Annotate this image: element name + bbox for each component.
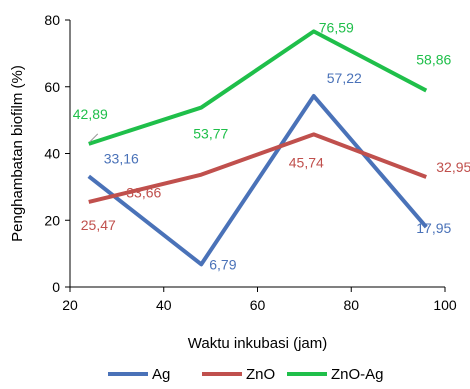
data-label-zno: 32,95 (436, 159, 470, 175)
data-label-ag: 57,22 (327, 70, 362, 86)
legend: Ag ZnO ZnO-Ag (108, 366, 384, 383)
data-label-ag: 6,79 (209, 256, 236, 272)
x-tick-label: 80 (343, 297, 359, 313)
series-line-zno-ag (88, 29, 428, 146)
y-tick-label: 40 (44, 146, 60, 162)
label-leader-line (89, 133, 99, 143)
series-lines (87, 29, 428, 267)
series-line-zno (88, 132, 427, 204)
data-label-zno-ag: 53,77 (193, 126, 228, 142)
y-tick-label: 20 (44, 212, 60, 228)
y-tick-label: 80 (44, 12, 60, 28)
data-label-ag: 17,95 (416, 220, 451, 236)
legend-label-zno-ag: ZnO-Ag (331, 366, 384, 383)
data-label-zno: 33,66 (126, 185, 161, 201)
data-labels: 33,16 6,79 57,22 17,95 25,47 33,66 45,74 32,95 4… (73, 19, 470, 272)
data-label-zno: 25,47 (81, 217, 116, 233)
x-axis-title: Waktu inkubasi (jam) (188, 335, 327, 352)
x-tick-label: 40 (156, 297, 172, 313)
series-line-ag (87, 94, 428, 267)
y-axis-title: Penghambatan biofilm (%) (9, 65, 26, 242)
data-label-zno: 45,74 (289, 154, 324, 170)
x-tick-label: 100 (433, 297, 457, 313)
legend-label-ag: Ag (152, 366, 170, 383)
x-tick-label: 60 (250, 297, 266, 313)
x-tick-label: 20 (62, 297, 78, 313)
data-label-zno-ag: 76,59 (319, 19, 354, 35)
data-label-zno-ag: 42,89 (73, 106, 108, 122)
y-tick-label: 0 (52, 279, 60, 295)
data-label-zno-ag: 58,86 (416, 52, 451, 68)
data-label-ag: 33,16 (104, 150, 139, 166)
legend-label-zno: ZnO (246, 366, 275, 383)
y-tick-label: 60 (44, 79, 60, 95)
